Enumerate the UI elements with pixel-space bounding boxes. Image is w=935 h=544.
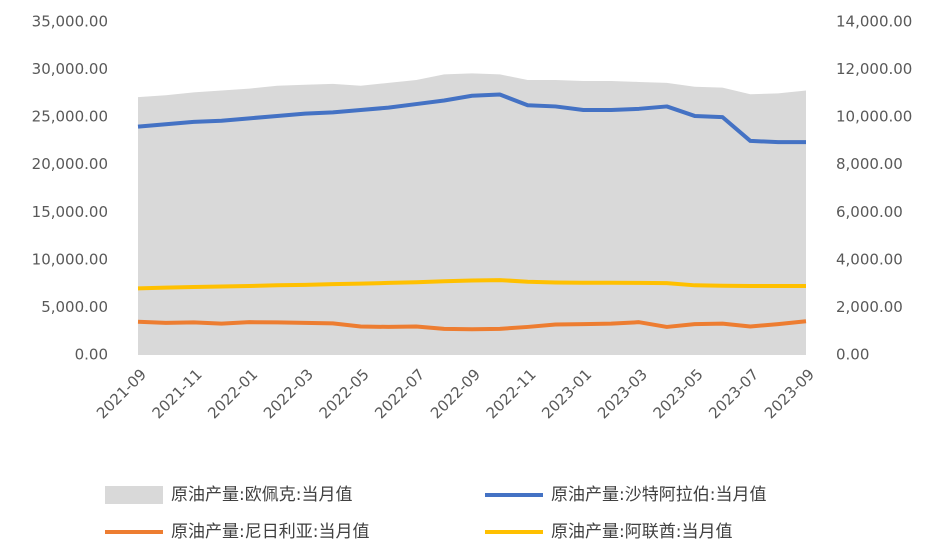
y2-tick-label: 0.00 — [836, 346, 869, 364]
x-tick-label: 2023-05 — [650, 365, 707, 422]
line — [137, 319, 807, 332]
y2-tick-label: 8,000.00 — [836, 155, 903, 173]
y-tick-label: 0.00 — [75, 346, 108, 364]
y2-tick-label: 12,000.00 — [836, 60, 912, 78]
x-tick-label: 2022-11 — [483, 365, 540, 422]
x-tick-label: 2023-07 — [705, 365, 762, 422]
y-tick-label: 35,000.00 — [32, 13, 108, 31]
x-tick-label: 2021-09 — [93, 365, 150, 422]
x-tick-label: 2021-11 — [149, 365, 206, 422]
y-tick-label: 20,000.00 — [32, 155, 108, 173]
legend-label: 原油产量:沙特阿拉伯:当月值 — [551, 485, 766, 505]
y2-tick-label: 14,000.00 — [836, 13, 912, 31]
legend-label: 原油产量:欧佩克:当月值 — [171, 485, 352, 505]
legend-label: 原油产量:阿联酋:当月值 — [551, 522, 732, 542]
line — [137, 92, 806, 145]
x-tick-label: 2022-01 — [204, 365, 261, 422]
x-tick-label: 2022-03 — [260, 365, 317, 422]
y2-tick-label: 10,000.00 — [836, 108, 912, 126]
legend-swatch — [105, 486, 163, 504]
y2-tick-label: 2,000.00 — [836, 298, 903, 316]
y-tick-label: 5,000.00 — [41, 298, 108, 316]
y2-tick-label: 4,000.00 — [836, 250, 903, 268]
y2-tick-label: 6,000.00 — [836, 203, 903, 221]
y-tick-label: 25,000.00 — [32, 108, 108, 126]
x-tick-label: 2022-09 — [427, 365, 484, 422]
x-tick-label: 2022-05 — [316, 365, 373, 422]
x-tick-label: 2022-07 — [371, 365, 428, 422]
x-tick-label: 2023-03 — [594, 365, 651, 422]
y-tick-label: 30,000.00 — [32, 60, 108, 78]
legend-label: 原油产量:尼日利亚:当月值 — [171, 522, 369, 542]
x-tick-label: 2023-09 — [761, 365, 818, 422]
line — [137, 278, 806, 291]
y-tick-label: 15,000.00 — [32, 203, 108, 221]
x-tick-label: 2023-01 — [538, 365, 595, 422]
y-tick-label: 10,000.00 — [32, 250, 108, 268]
